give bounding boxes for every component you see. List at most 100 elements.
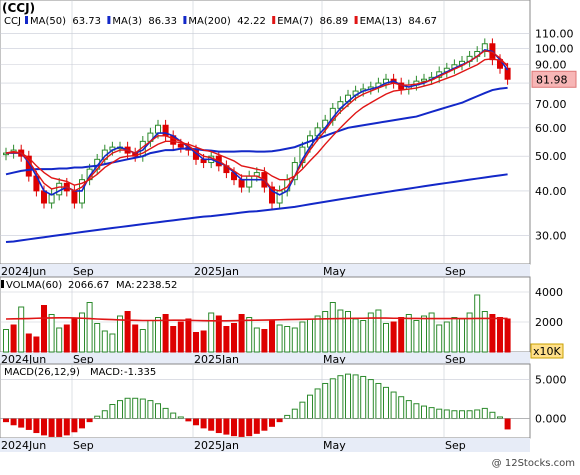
macd-bar: [79, 418, 85, 429]
macd-panel-frame: [0, 363, 531, 439]
last-price-tag: [531, 70, 577, 88]
volume-bar: [193, 332, 199, 353]
macd-bar: [405, 400, 412, 420]
macd-bar: [170, 412, 177, 420]
macd-bar: [307, 394, 313, 420]
volume-bar: [117, 315, 123, 353]
volume-bar: [474, 294, 481, 353]
macd-bar: [231, 418, 237, 437]
price-ma-line: [5, 86, 508, 176]
volume-bar: [238, 314, 245, 353]
macd-bar: [474, 409, 481, 420]
macd-bar: [238, 418, 245, 437]
volume-bar: [71, 318, 78, 353]
price-y-tick-label: 70.00: [535, 98, 567, 111]
price-candle: [71, 190, 78, 204]
macd-bar: [390, 391, 397, 420]
volume-bar: [86, 302, 93, 353]
macd-bar: [33, 418, 40, 434]
volume-legend-value: 2066.67: [68, 280, 109, 291]
macd-x-tick-label: Sep: [445, 439, 466, 452]
volume-bar: [481, 311, 488, 353]
macd-bar: [94, 415, 101, 420]
volume-bar: [208, 312, 215, 353]
macd-bar: [41, 418, 47, 436]
volume-bar: [261, 329, 268, 353]
price-legend-swatch: [183, 16, 187, 24]
macd-bar: [481, 407, 488, 420]
volume-bar: [307, 318, 313, 353]
price-legend-value: 86.89: [320, 16, 349, 27]
volume-legend-swatch: [1, 280, 4, 288]
volume-bar: [375, 309, 382, 353]
volume-bar: [132, 324, 139, 353]
macd-bar: [337, 375, 344, 420]
macd-bar: [413, 403, 420, 420]
price-y-tick-label: 100.00: [535, 42, 574, 55]
macd-bar: [421, 405, 427, 420]
volume-bar: [101, 330, 108, 353]
price-legend-swatch: [272, 16, 276, 24]
macd-bar: [269, 418, 275, 427]
macd-bar: [48, 418, 55, 437]
volume-bar: [109, 333, 116, 353]
macd-bar: [147, 400, 154, 420]
price-legend-name: MA(50): [30, 16, 66, 27]
price-y-tick-label: 40.00: [535, 185, 567, 198]
volume-legend-ma-value: 2238.52: [136, 280, 177, 291]
macd-bar: [284, 414, 291, 420]
macd-bar: [139, 398, 146, 420]
macd-bar: [276, 418, 283, 423]
price-ma-line: [5, 58, 508, 186]
volume-bar: [383, 323, 389, 353]
macd-bar: [489, 411, 496, 420]
volume-bar: [18, 306, 25, 353]
volume-bar: [451, 317, 458, 353]
volume-bar: [79, 312, 85, 353]
macd-x-tick-label: May: [323, 439, 346, 452]
macd-bar: [215, 418, 222, 434]
volume-y-tick-label: 4000: [535, 286, 563, 299]
macd-bar: [86, 418, 93, 423]
price-candle: [155, 124, 161, 134]
macd-bar: [451, 410, 458, 420]
price-legend-name: MA(200): [188, 16, 230, 27]
last-price-label: 81.98: [536, 73, 568, 86]
macd-bar: [208, 418, 215, 431]
price-candle: [269, 186, 275, 204]
macd-bar: [18, 418, 25, 428]
price-legend-name: EMA(13): [360, 16, 402, 27]
volume-x-tick-label: 2024Jun: [1, 353, 46, 366]
price-x-tick-label: Sep: [445, 265, 466, 278]
macd-bar: [352, 374, 359, 420]
macd-bar: [109, 404, 116, 420]
macd-y-tick-label: 0.000: [535, 413, 567, 426]
volume-bar: [48, 314, 55, 353]
price-x-tick-label: Sep: [73, 265, 94, 278]
volume-bar: [155, 317, 161, 353]
macd-y-tick-label: 5.000: [535, 374, 567, 387]
price-candle: [48, 194, 55, 204]
price-panel-frame: [0, 0, 531, 265]
volume-bar: [352, 318, 359, 353]
volume-bar: [147, 320, 154, 353]
volume-bar: [405, 314, 412, 353]
macd-bar: [428, 407, 435, 420]
macd-bar: [124, 397, 131, 420]
macd-bar: [25, 418, 32, 430]
volume-bar: [428, 312, 435, 353]
volume-bar: [177, 321, 184, 353]
macd-bar: [223, 418, 230, 435]
volume-bar: [337, 309, 344, 353]
volume-bar: [41, 305, 47, 353]
price-ma-line: [5, 173, 508, 243]
price-legend-value: 86.33: [148, 16, 177, 27]
source-watermark: @ 12Stocks.com: [492, 458, 575, 469]
volume-bar: [269, 320, 275, 353]
price-candle: [41, 190, 47, 204]
volume-unit-tag: [530, 343, 564, 359]
macd-bar: [443, 409, 450, 420]
macd-bar: [329, 378, 336, 420]
macd-bar: [459, 410, 465, 420]
